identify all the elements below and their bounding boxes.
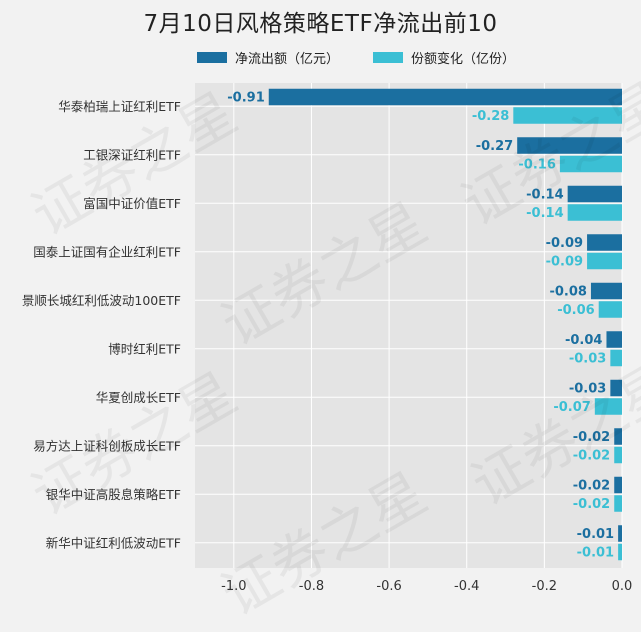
data-label-net-outflow: -0.04 (565, 333, 602, 348)
bar-share-change (594, 398, 622, 415)
bar-net-outflow (587, 234, 622, 251)
legend-item-net-outflow: 净流出额（亿元） (197, 48, 339, 67)
chart-legend: 净流出额（亿元） 份额变化（亿份） (197, 48, 515, 67)
bar-net-outflow (614, 428, 622, 445)
data-label-share-change: -0.07 (553, 400, 590, 415)
data-label-share-change: -0.02 (573, 449, 610, 464)
data-label-net-outflow: -0.27 (476, 139, 513, 154)
bar-share-change (513, 107, 622, 124)
data-label-share-change: -0.14 (526, 206, 563, 221)
bar-share-change (598, 301, 622, 318)
data-label-share-change: -0.28 (472, 109, 509, 124)
data-label-net-outflow: -0.02 (573, 479, 610, 494)
bar-net-outflow (614, 476, 622, 494)
category-label: 华夏创成长ETF (96, 390, 181, 405)
bar-net-outflow (618, 525, 622, 542)
bar-share-change (559, 155, 622, 173)
data-label-net-outflow: -0.08 (549, 285, 586, 300)
x-tick-label: -0.2 (532, 579, 557, 594)
bar-net-outflow (606, 331, 622, 348)
bar-share-change (587, 252, 622, 270)
bar-chart: -1.0 -0.8 -0.6 -0.4 -0.2 0.0 华泰柏瑞上证红利ETF -0.91 -… (22, 83, 633, 594)
data-label-net-outflow: -0.01 (577, 527, 614, 542)
bar-share-change (614, 446, 622, 464)
x-tick-label: -0.6 (376, 579, 401, 594)
legend-swatch-net-outflow (197, 52, 227, 63)
bar-net-outflow (517, 137, 622, 154)
category-label: 工银深证红利ETF (83, 147, 181, 162)
bar-net-outflow (268, 88, 622, 106)
data-label-net-outflow: -0.14 (526, 188, 563, 203)
bar-net-outflow (567, 185, 622, 203)
legend-item-share-change: 份额变化（亿份） (373, 48, 515, 67)
bar-net-outflow (590, 282, 622, 300)
category-label: 景顺长城红利低波动100ETF (22, 293, 181, 308)
category-label: 易方达上证科创板成长ETF (33, 438, 181, 453)
plot-area (195, 83, 622, 568)
category-label: 华泰柏瑞上证红利ETF (58, 99, 181, 114)
data-label-share-change: -0.09 (546, 255, 583, 270)
data-label-net-outflow: -0.02 (573, 430, 610, 445)
bar-net-outflow (610, 379, 622, 397)
x-tick-label: -1.0 (221, 579, 246, 594)
data-label-share-change: -0.16 (518, 158, 555, 173)
category-label: 国泰上证国有企业红利ETF (33, 244, 181, 259)
category-label: 富国中证价值ETF (83, 196, 181, 211)
data-label-net-outflow: -0.09 (546, 236, 583, 251)
category-label: 博时红利ETF (108, 341, 181, 356)
data-label-net-outflow: -0.03 (569, 382, 606, 397)
legend-label-net-outflow: 净流出额（亿元） (235, 52, 340, 67)
bar-share-change (618, 543, 622, 561)
chart-title: 7月10日风格策略ETF净流出前10 (143, 11, 498, 37)
bar-share-change (567, 204, 622, 221)
data-label-net-outflow: -0.91 (227, 91, 264, 106)
x-tick-label: -0.4 (454, 579, 479, 594)
bar-share-change (614, 495, 622, 512)
x-tick-label: -0.8 (299, 579, 324, 594)
bar-share-change (610, 349, 622, 367)
legend-swatch-share-change (373, 52, 404, 63)
data-label-share-change: -0.03 (569, 352, 606, 367)
data-label-share-change: -0.06 (557, 303, 594, 318)
x-tick-label: 0.0 (612, 579, 633, 594)
legend-label-share-change: 份额变化（亿份） (411, 52, 516, 67)
category-label: 新华中证红利低波动ETF (46, 535, 181, 550)
data-label-share-change: -0.01 (577, 546, 614, 561)
category-label: 银华中证高股息策略ETF (46, 487, 181, 502)
data-label-share-change: -0.02 (573, 497, 610, 512)
